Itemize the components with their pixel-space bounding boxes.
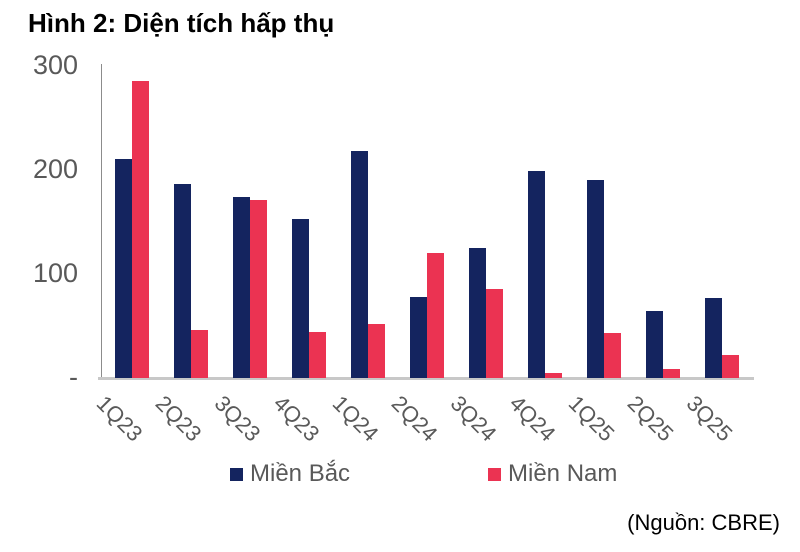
bar-mien-bac-1Q23 [114,159,132,378]
bar-mien-nam-3Q23 [249,200,267,378]
legend: Miền Bắc Miền Nam [0,462,800,492]
x-tick-1Q23: 1Q23 [91,390,148,447]
y-axis-line [101,64,102,379]
legend-swatch-mien-bac [230,467,243,481]
bar-mien-bac-2Q24 [410,297,427,378]
bar-mien-nam-3Q24 [486,289,504,378]
legend-label-mien-bac: Miền Bắc [250,460,351,487]
x-tick-2Q24: 2Q24 [386,390,443,447]
legend-label-mien-nam: Miền Nam [508,460,618,487]
legend-item-mien-nam: Miền Nam [488,462,617,486]
bar-mien-bac-1Q25 [587,180,605,378]
y-tick-200: 200 [32,154,78,184]
x-tick-2Q23: 2Q23 [150,390,207,447]
bar-mien-nam-4Q23 [308,332,326,378]
bar-mien-nam-1Q25 [604,333,622,378]
x-tick-1Q25: 1Q25 [564,390,620,447]
bar-mien-nam-2Q23 [190,330,208,378]
source-note: (Nguồn: CBRE) [627,510,780,535]
legend-item-mien-bac: Miền Bắc [230,462,350,486]
x-tick-1Q24: 1Q24 [327,390,384,447]
bar-mien-bac-4Q24 [528,171,546,378]
bar-mien-bac-2Q23 [173,184,191,378]
x-tick-2Q25: 2Q25 [623,390,679,447]
x-tick-4Q23: 4Q23 [268,390,325,447]
bar-mien-bac-2Q25 [646,311,664,378]
bar-mien-nam-1Q24 [367,324,385,378]
x-tick-3Q24: 3Q24 [445,390,502,447]
x-tick-3Q25: 3Q25 [682,390,738,447]
bar-mien-bac-4Q23 [291,219,309,378]
bar-mien-bac-3Q24 [469,248,487,378]
y-tick--: - [69,362,78,392]
y-tick-100: 100 [32,258,78,288]
x-axis-line [98,377,754,380]
bar-mien-nam-3Q25 [722,355,740,378]
x-tick-4Q24: 4Q24 [504,390,561,447]
bar-mien-bac-3Q23 [232,197,250,378]
bar-mien-bac-1Q24 [350,151,368,378]
bar-mien-nam-2Q25 [663,369,681,378]
y-tick-300: 300 [32,50,78,80]
legend-swatch-mien-nam [488,467,501,481]
chart-title: Hình 2: Diện tích hấp thụ [28,8,335,38]
bar-mien-nam-2Q24 [427,253,444,378]
bar-mien-bac-3Q25 [705,298,723,378]
x-tick-3Q23: 3Q23 [209,390,266,447]
bar-mien-nam-1Q23 [131,81,149,378]
bar-mien-nam-4Q24 [545,373,563,378]
